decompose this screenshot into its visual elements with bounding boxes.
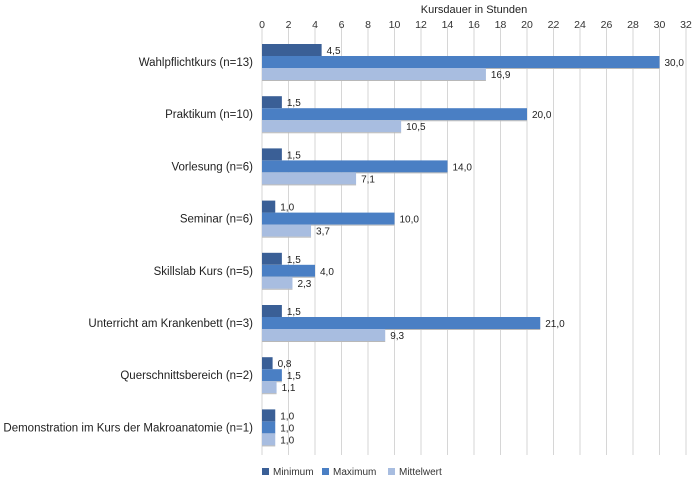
x-axis-title: Kursdauer in Stunden — [421, 4, 527, 16]
legend-swatch — [322, 468, 329, 475]
legend-swatch — [388, 468, 395, 475]
category-label: Demonstration im Kurs der Makroanatomie … — [3, 422, 253, 434]
category-labels: Wahlpflichtkurs (n=13) Praktikum (n=10) Vo… — [3, 57, 253, 434]
x-tick-label: 16 — [468, 19, 480, 31]
bar — [262, 68, 486, 80]
bar-value-label: 0,8 — [278, 359, 292, 370]
x-tick-label: 32 — [680, 19, 692, 31]
bar-value-label: 1,0 — [280, 423, 294, 434]
bar-value-label: 7,1 — [361, 174, 375, 185]
x-tick-label: 20 — [521, 19, 533, 31]
category-label: Querschnittsbereich (n=2) — [120, 370, 253, 382]
bar-value-label: 1,0 — [280, 203, 294, 214]
bar — [262, 56, 660, 68]
x-tick-label: 28 — [627, 19, 639, 31]
x-tick-label: 14 — [442, 19, 454, 31]
bar — [262, 357, 273, 370]
bar — [262, 252, 282, 265]
category-label: Seminar (n=6) — [180, 214, 253, 226]
x-tick-label: 2 — [286, 19, 292, 31]
bar-value-label: 9,3 — [390, 331, 404, 342]
legend-label: Maximum — [333, 467, 376, 478]
bar — [262, 96, 282, 109]
bar-value-label: 1,0 — [280, 411, 294, 422]
bar — [262, 200, 276, 213]
bar — [262, 421, 276, 434]
x-tick-label: 12 — [415, 19, 427, 31]
x-tick-label: 30 — [654, 19, 666, 31]
legend-label: Mittelwert — [399, 467, 442, 478]
bar-value-label: 1,5 — [287, 255, 301, 266]
bar-value-label: 10,5 — [406, 122, 426, 133]
x-tick-label: 22 — [548, 19, 560, 31]
category-label: Wahlpflichtkurs (n=13) — [139, 57, 253, 69]
x-tick-label: 0 — [259, 19, 265, 31]
bar-value-label: 1,0 — [280, 435, 294, 446]
x-tick-label: 8 — [365, 19, 371, 31]
bar — [262, 317, 541, 329]
bar-value-label: 1,5 — [287, 371, 301, 382]
category-label: Unterricht am Krankenbett (n=3) — [88, 318, 253, 330]
bar — [262, 172, 357, 185]
bar-value-label: 16,9 — [491, 70, 511, 81]
x-tick-label: 18 — [495, 19, 507, 31]
bar — [262, 369, 282, 382]
bar-value-label: 1,5 — [287, 98, 301, 109]
bar — [262, 381, 277, 394]
bar — [262, 305, 282, 317]
x-tick-label: 26 — [601, 19, 613, 31]
legend-label: Minimum — [273, 467, 314, 478]
bar — [262, 276, 293, 289]
bar — [262, 224, 312, 237]
bar-value-label: 4,5 — [327, 46, 341, 57]
bar-value-label: 21,0 — [545, 319, 565, 330]
legend-swatch — [262, 468, 269, 475]
bar-value-label: 4,0 — [320, 267, 334, 278]
x-tick-label: 10 — [389, 19, 401, 31]
bar — [262, 212, 395, 225]
bar-labels: 4,5 30,0 16,9 1,5 20,0 10,5 1,5 14,0 7,1 1,0 10,0 3… — [278, 46, 685, 446]
bar-value-label: 3,7 — [316, 227, 330, 238]
bar — [262, 160, 448, 173]
bars — [262, 44, 660, 447]
bar-value-label: 20,0 — [532, 110, 552, 121]
bar — [262, 264, 315, 277]
bar-value-label: 14,0 — [453, 162, 473, 173]
x-tick-label: 4 — [312, 19, 318, 31]
bar — [262, 120, 402, 133]
bar-value-label: 10,0 — [400, 215, 420, 226]
x-tick-label: 24 — [574, 19, 586, 31]
bar — [262, 108, 527, 121]
legend: Minimum Maximum Mittelwert — [262, 467, 442, 478]
bar-value-label: 1,1 — [282, 383, 296, 394]
x-tick-labels: 0 2 4 6 8 10 12 14 16 18 20 22 24 26 28 30 32 — [259, 19, 692, 31]
bar — [262, 329, 386, 341]
bar — [262, 433, 276, 446]
bar — [262, 44, 322, 56]
category-label: Praktikum (n=10) — [165, 109, 253, 121]
bar — [262, 409, 276, 422]
grid — [261, 26, 687, 455]
category-label: Vorlesung (n=6) — [171, 161, 253, 173]
x-tick-label: 6 — [339, 19, 345, 31]
bar-value-label: 1,5 — [287, 150, 301, 161]
bar-value-label: 2,3 — [297, 279, 311, 290]
bar-value-label: 1,5 — [287, 307, 301, 318]
bar-value-label: 30,0 — [665, 58, 685, 69]
bar — [262, 148, 282, 161]
category-label: Skillslab Kurs (n=5) — [154, 266, 254, 278]
